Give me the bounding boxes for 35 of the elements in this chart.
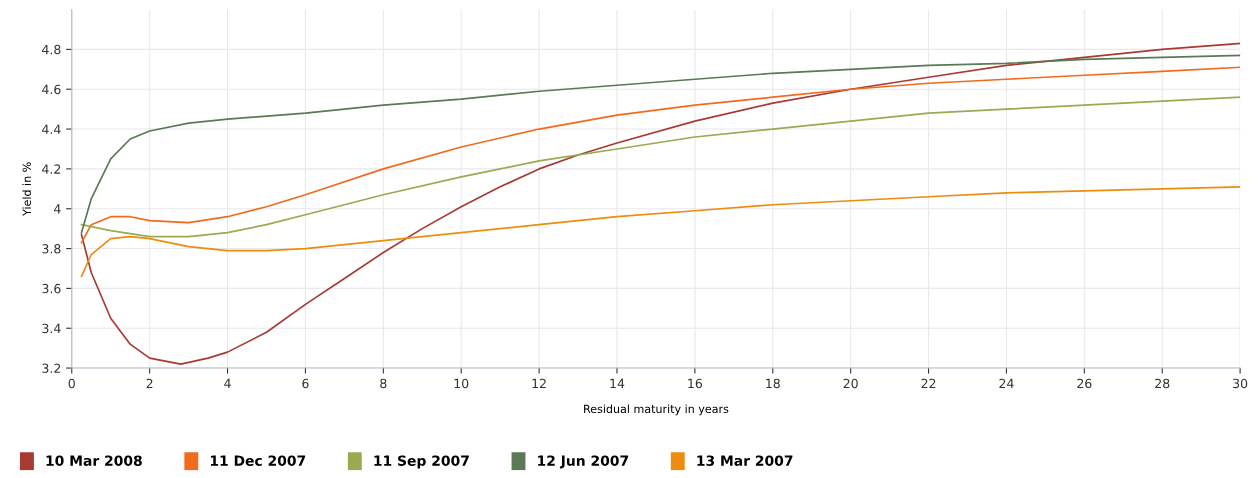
x-tick-label: 0 — [68, 378, 75, 389]
line-series — [80, 185, 1241, 278]
x-tick-label: 30 — [1233, 378, 1248, 389]
legend-label: 10 Mar 2008 — [46, 455, 142, 466]
y-tick-label: 4.2 — [42, 164, 61, 174]
y-axis-title: Yield in % — [22, 162, 31, 216]
x-tick-label: 22 — [921, 378, 936, 388]
x-tick-label: 12 — [532, 378, 546, 388]
y-tick-label: 4.8 — [42, 44, 61, 55]
x-tick-label: 14 — [610, 378, 625, 388]
line-series — [80, 42, 1241, 365]
x-tick-label: 8 — [380, 378, 387, 389]
x-tick-label: 16 — [688, 378, 703, 389]
x-tick-label: 26 — [1077, 378, 1092, 389]
x-tick-label: 4 — [224, 378, 231, 388]
y-tick-label: 3.2 — [42, 363, 61, 373]
x-axis-title: Residual maturity in years — [584, 404, 729, 416]
x-tick-label: 20 — [843, 378, 858, 389]
legend-label: 11 Sep 2007 — [374, 455, 469, 469]
legend-label: 11 Dec 2007 — [210, 455, 306, 466]
y-tick-label: 4.4 — [42, 124, 61, 134]
x-tick-label: 6 — [302, 378, 309, 389]
y-tick-label: 3.8 — [42, 244, 61, 254]
line-series — [80, 96, 1241, 238]
legend-label: 13 Mar 2007 — [697, 455, 793, 466]
y-tick-label: 4.6 — [42, 84, 61, 95]
x-tick-label: 28 — [1155, 378, 1170, 389]
x-tick-label: 10 — [454, 378, 469, 389]
x-tick-label: 18 — [766, 378, 780, 389]
legend-label: 12 Jun 2007 — [538, 455, 629, 469]
y-tick-label: 3.6 — [42, 283, 61, 294]
x-tick-label: 2 — [146, 378, 153, 388]
y-tick-label: 4 — [54, 204, 61, 214]
x-tick-label: 24 — [999, 378, 1014, 388]
y-tick-label: 3.4 — [42, 323, 61, 334]
